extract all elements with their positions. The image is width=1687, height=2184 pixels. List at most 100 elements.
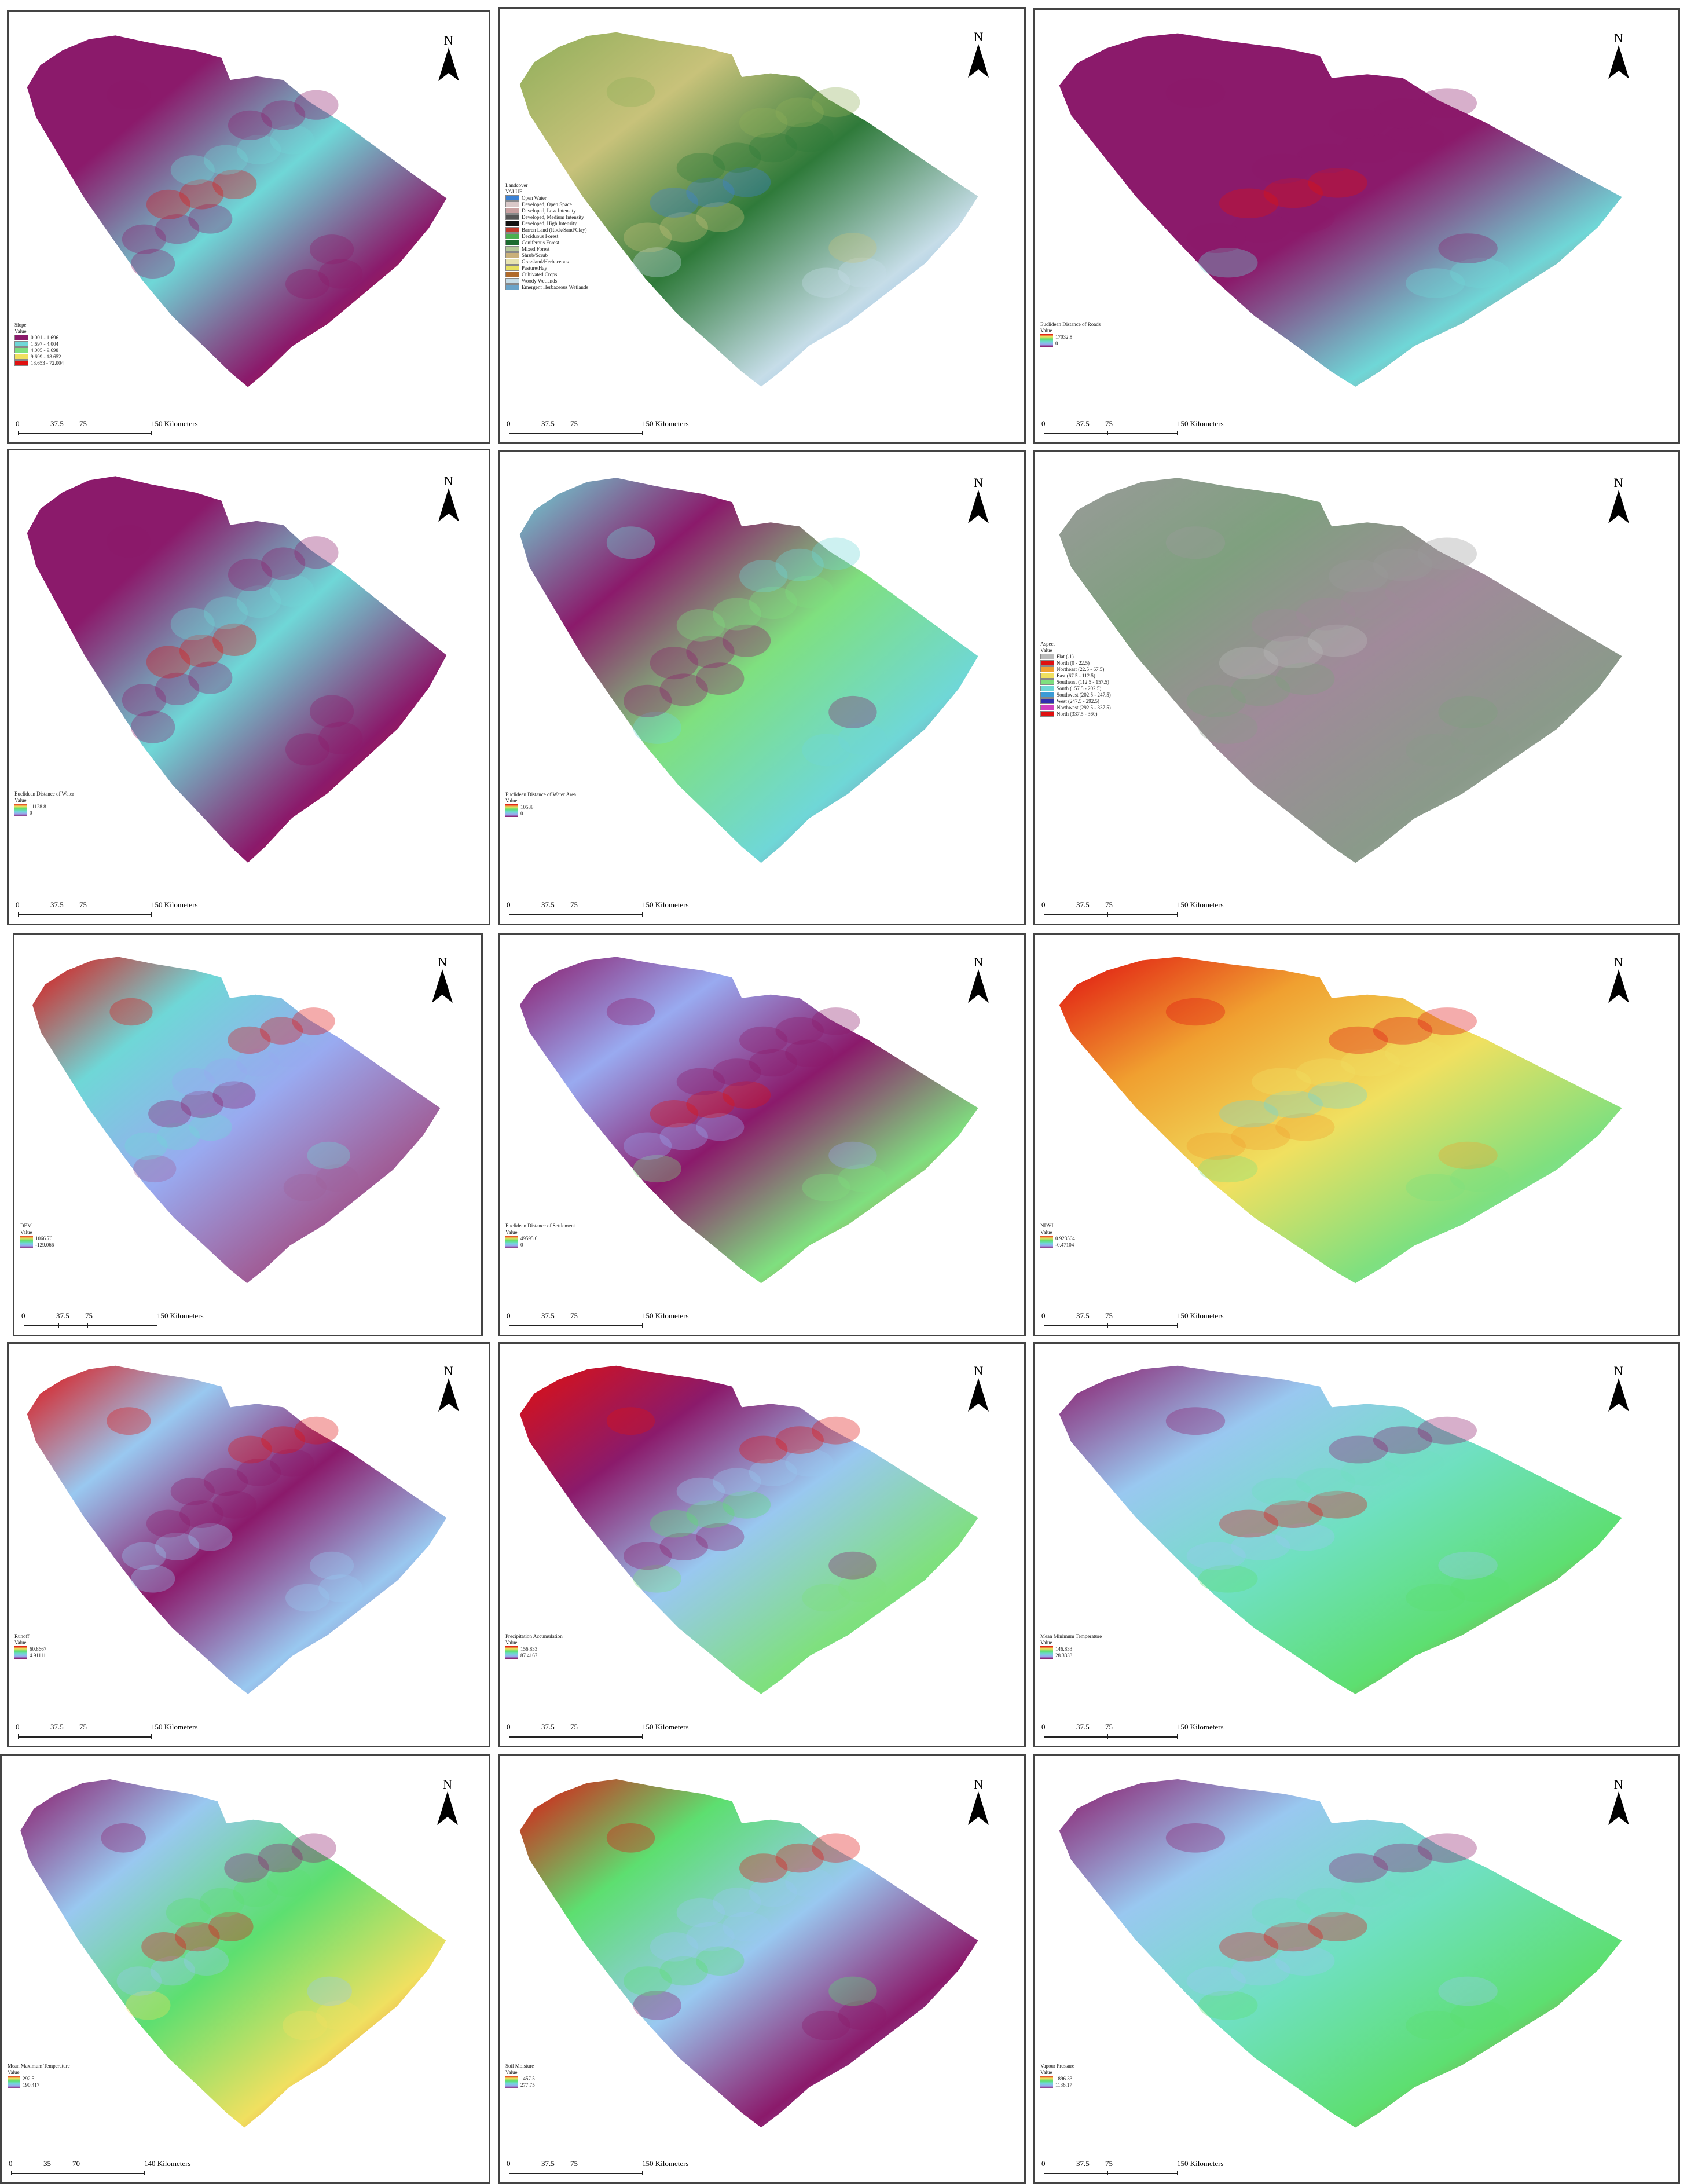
scale-label: 150 Kilometers (642, 1723, 689, 1731)
legend-high: 11128.8 (30, 804, 46, 810)
legend-title: Slope (14, 321, 27, 328)
raster-texture (686, 1500, 735, 1528)
north-arrow-icon: N (431, 34, 466, 82)
raster-texture (650, 188, 699, 218)
scale-label: 37.5 (541, 2159, 555, 2168)
legend-swatch (1040, 660, 1054, 666)
raster-texture (606, 1823, 655, 1853)
legend-swatch (14, 347, 28, 354)
scale-label: 150 Kilometers (642, 419, 689, 428)
raster-texture (802, 2010, 850, 2040)
raster-texture (1275, 1946, 1335, 1976)
raster-texture (282, 2010, 328, 2040)
raster-texture (107, 1407, 151, 1435)
raster-texture (1186, 684, 1246, 717)
raster-texture (659, 212, 708, 243)
raster-texture (1231, 212, 1290, 243)
raster-texture (126, 1991, 171, 2020)
north-label: N (1613, 1363, 1623, 1378)
state-outline (1059, 478, 1622, 863)
raster-texture (1275, 1523, 1335, 1551)
raster-texture (650, 1509, 699, 1538)
legend-class: Coniferous Forest (505, 240, 621, 246)
raster-texture (1263, 1500, 1323, 1528)
map-legend: Landcover VALUE Open Water Developed, Open … (505, 182, 621, 291)
state-raster-map (20, 1779, 446, 2128)
legend-swatch (505, 246, 519, 252)
raster-texture (268, 1039, 311, 1067)
scale-label: 37.5 (1076, 419, 1090, 428)
legend-gradient-row: 1066.76 -129.066 (20, 1235, 136, 1248)
scale-label: 37.5 (56, 1311, 69, 1320)
raster-texture (237, 585, 281, 618)
raster-texture (131, 710, 175, 743)
scale-label: 75 (570, 1311, 578, 1320)
raster-texture (1450, 2000, 1510, 2030)
map-legend: Runoff Value 60.8667 4.91111 (14, 1633, 130, 1659)
scale-label: 37.5 (50, 1723, 64, 1731)
legend-swatch (14, 341, 28, 347)
state-outline (519, 957, 978, 1284)
scale-label: 0 (1041, 1311, 1046, 1320)
north-arrow-icon: N (1601, 1364, 1636, 1413)
raster-texture (1219, 1509, 1279, 1538)
legend-gradient-row: 0.923564 -0.47104 (1040, 1235, 1156, 1248)
legend-label: West (247.5 - 292.5) (1057, 698, 1100, 704)
raster-texture (828, 1976, 877, 2006)
legend-subtitle: Value (1040, 2069, 1052, 2075)
scale-label: 70 (72, 2159, 80, 2168)
legend-swatch (505, 208, 519, 214)
raster-texture (1219, 1932, 1279, 1962)
scale-label: 150 Kilometers (1177, 1311, 1224, 1320)
scale-label: 75 (570, 2159, 578, 2168)
legend-label: Developed, Low Intensity (522, 207, 576, 214)
legend-title: Euclidean Distance of Roads (1040, 321, 1101, 327)
scale-label: 150 Kilometers (151, 1723, 198, 1731)
raster-texture (294, 1416, 339, 1445)
raster-texture (659, 673, 708, 706)
legend-swatch (1040, 692, 1054, 698)
state-outline (519, 1779, 978, 2128)
raster-texture (812, 1833, 860, 1863)
raster-texture (155, 672, 200, 705)
north-arrow-icon: N (425, 955, 460, 1004)
raster-texture (107, 80, 151, 110)
legend-class: Mixed Forest (505, 246, 621, 252)
map-panel: N Euclidean Distance of Roads Value 17032.8… (1033, 8, 1680, 444)
legend-swatch (505, 214, 519, 221)
legend-class: Developed, Low Intensity (505, 208, 621, 214)
raster-texture (1231, 673, 1290, 706)
legend-swatch (505, 195, 519, 201)
raster-texture (676, 153, 725, 183)
legend-subtitle: Value (14, 797, 27, 804)
raster-texture (1263, 178, 1323, 208)
raster-texture (179, 635, 224, 668)
legend-swatch (14, 360, 28, 367)
scale-label: 37.5 (1076, 900, 1090, 909)
scale-label: 75 (1105, 1723, 1113, 1731)
raster-texture (1198, 1155, 1258, 1183)
raster-texture (1198, 1991, 1258, 2020)
raster-texture (812, 537, 860, 570)
raster-texture (1417, 1833, 1477, 1863)
raster-texture (812, 1416, 860, 1445)
raster-texture (1252, 1068, 1311, 1095)
raster-texture (739, 108, 788, 138)
state-outline (27, 1365, 447, 1694)
raster-texture (785, 1867, 834, 1897)
scale-label: 0 (16, 900, 20, 909)
legend-gradient-row: 60.8667 4.91111 (14, 1646, 130, 1659)
raster-texture (180, 1090, 223, 1119)
map-legend: Euclidean Distance of Settlement Value 495… (505, 1223, 621, 1248)
legend-label: North (337.5 - 360) (1057, 710, 1098, 717)
scale-label: 75 (570, 1723, 578, 1731)
legend-subtitle: Value (1040, 1639, 1052, 1646)
legend-swatch (505, 221, 519, 227)
raster-texture (170, 1477, 215, 1505)
raster-texture (1438, 695, 1498, 728)
legend-title: Euclidean Distance of Settlement (505, 1222, 575, 1229)
legend-subtitle: Value (8, 2069, 20, 2075)
raster-texture (1373, 548, 1433, 581)
raster-texture (109, 998, 153, 1026)
scale-label: 0 (21, 1311, 25, 1320)
